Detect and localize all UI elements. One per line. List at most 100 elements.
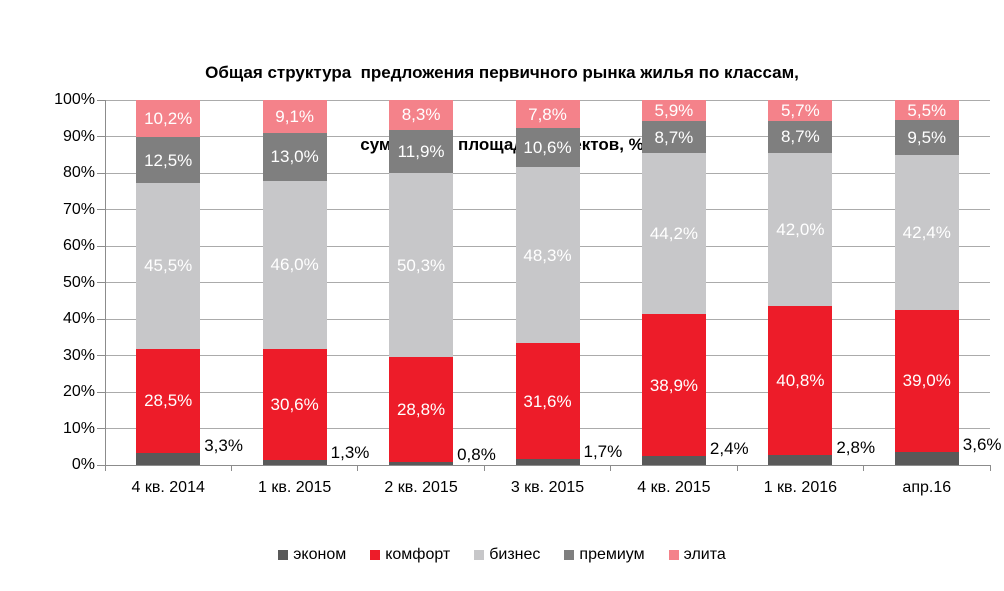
y-axis-tick — [97, 391, 105, 393]
data-label-эконом: 3,6% — [962, 434, 1002, 454]
data-label-бизнес: 50,3% — [396, 255, 446, 275]
data-label-премиум: 8,7% — [654, 127, 694, 147]
y-axis-label: 100% — [54, 91, 95, 108]
x-axis-tick — [610, 465, 612, 471]
data-label-премиум: 9,5% — [907, 127, 947, 147]
data-label-эконом: 3,3% — [204, 435, 243, 455]
x-axis-tick — [483, 465, 485, 471]
y-axis-tick — [97, 355, 105, 356]
x-axis-tick — [357, 465, 359, 471]
legend-label: премиум — [579, 546, 645, 563]
data-label-бизнес: 45,5% — [144, 256, 193, 276]
data-label-комфорт: 30,6% — [270, 394, 319, 414]
legend-item-элита: элита — [668, 546, 726, 564]
x-axis-tick — [863, 465, 865, 471]
legend-item-бизнес: бизнес — [474, 546, 540, 564]
data-label-эконом: 2,8% — [836, 437, 876, 457]
data-label-элита: 5,7% — [780, 100, 820, 120]
legend-label: бизнес — [489, 546, 541, 563]
bar-segment-премиум: 10,6% — [515, 128, 580, 168]
y-axis-label: 10% — [62, 419, 95, 437]
bar-segment-премиум: 13,0% — [262, 133, 327, 181]
legend-item-премиум: премиум — [564, 546, 645, 564]
bar-segment-комфорт: 40,8% — [768, 305, 833, 455]
data-label-бизнес: 48,3% — [523, 245, 572, 265]
bar-segment-комфорт: 28,8% — [389, 356, 454, 463]
data-label-бизнес: 42,0% — [776, 219, 825, 239]
legend-item-эконом: эконом — [278, 546, 346, 564]
bar-segment-эконом — [515, 458, 580, 465]
x-axis-label: апр.16 — [902, 479, 952, 496]
bar-segment-элита: 8,3% — [389, 99, 454, 130]
y-axis-label: 90% — [62, 127, 95, 145]
legend-swatch-icon — [370, 550, 381, 560]
y-axis-tick — [97, 209, 105, 210]
data-label-премиум: 10,6% — [523, 138, 572, 158]
y-axis-tick — [97, 282, 105, 283]
y-axis-line — [105, 100, 106, 471]
bar-segment-премиум: 9,5% — [894, 120, 959, 155]
x-axis-label: 2 кв. 2015 — [384, 479, 458, 496]
bar-segment-комфорт: 28,5% — [136, 348, 201, 453]
x-axis-line — [97, 465, 990, 466]
data-label-элита: 8,3% — [401, 105, 441, 125]
data-label-бизнес: 42,4% — [902, 222, 951, 242]
bar-segment-бизнес: 50,3% — [389, 173, 454, 357]
data-label-премиум: 8,7% — [780, 127, 820, 147]
data-label-комфорт: 31,6% — [523, 391, 572, 411]
data-label-премиум: 11,9% — [397, 142, 445, 162]
data-label-эконом: 2,4% — [709, 439, 749, 459]
x-axis-tick — [736, 465, 738, 471]
data-label-комфорт: 38,9% — [649, 375, 699, 395]
data-label-комфорт: 28,5% — [144, 391, 193, 411]
bar-segment-элита: 9,1% — [262, 100, 327, 134]
data-label-эконом: 0,8% — [457, 445, 496, 465]
bar-segment-элита: 5,7% — [768, 100, 833, 121]
y-axis-label: 80% — [62, 164, 95, 181]
bar-segment-бизнес: 42,4% — [894, 154, 959, 310]
bar-segment-премиум: 8,7% — [768, 120, 833, 153]
bar-segment-премиум: 12,5% — [136, 137, 201, 183]
bar-segment-комфорт: 38,9% — [641, 314, 706, 457]
legend-item-комфорт: комфорт — [370, 546, 450, 564]
bar-segment-премиум: 11,9% — [389, 129, 454, 174]
data-label-премиум: 12,5% — [144, 150, 193, 170]
legend: эконом комфорт бизнес премиум элита — [0, 546, 1004, 564]
bar-segment-элита: 5,5% — [894, 100, 959, 121]
y-axis-tick — [97, 136, 105, 137]
data-label-комфорт: 40,8% — [776, 370, 825, 390]
x-axis-label: 4 кв. 2014 — [131, 479, 205, 496]
bar-segment-бизнес: 44,2% — [641, 152, 706, 315]
legend-label: элита — [683, 546, 726, 563]
bar-segment-эконом — [641, 456, 706, 465]
chart-title-line1: Общая структура предложения первичного р… — [205, 63, 799, 82]
y-axis-tick — [97, 245, 105, 247]
bar-segment-бизнес: 42,0% — [768, 152, 833, 306]
bar-segment-эконом — [894, 451, 959, 465]
y-axis-tick — [97, 428, 105, 429]
data-label-премиум: 13,0% — [270, 147, 319, 167]
bar-segment-элита: 5,9% — [641, 99, 706, 122]
x-axis-label: 1 кв. 2016 — [763, 479, 838, 496]
legend-swatch-icon — [278, 550, 289, 560]
data-label-элита: 7,8% — [528, 104, 567, 124]
bar-segment-эконом — [136, 452, 201, 465]
bar-segment-комфорт: 31,6% — [515, 343, 580, 459]
bar-segment-эконом — [262, 460, 327, 465]
y-axis-tick — [97, 172, 105, 174]
data-label-эконом: 1,3% — [330, 443, 370, 463]
data-label-комфорт: 28,8% — [396, 400, 446, 419]
data-label-элита: 10,2% — [144, 109, 193, 129]
bar-segment-элита: 10,2% — [136, 100, 201, 138]
legend-label: комфорт — [385, 546, 451, 563]
y-axis-tick — [97, 99, 105, 101]
x-axis-tick — [230, 465, 232, 471]
bar-segment-эконом — [389, 462, 454, 465]
bar-segment-эконом — [768, 454, 833, 465]
x-axis-label: 4 кв. 2015 — [637, 479, 711, 496]
y-axis-tick — [97, 318, 105, 320]
y-axis-label: 30% — [62, 346, 95, 364]
data-label-эконом: 1,7% — [583, 441, 623, 461]
data-label-элита: 5,9% — [654, 100, 694, 120]
